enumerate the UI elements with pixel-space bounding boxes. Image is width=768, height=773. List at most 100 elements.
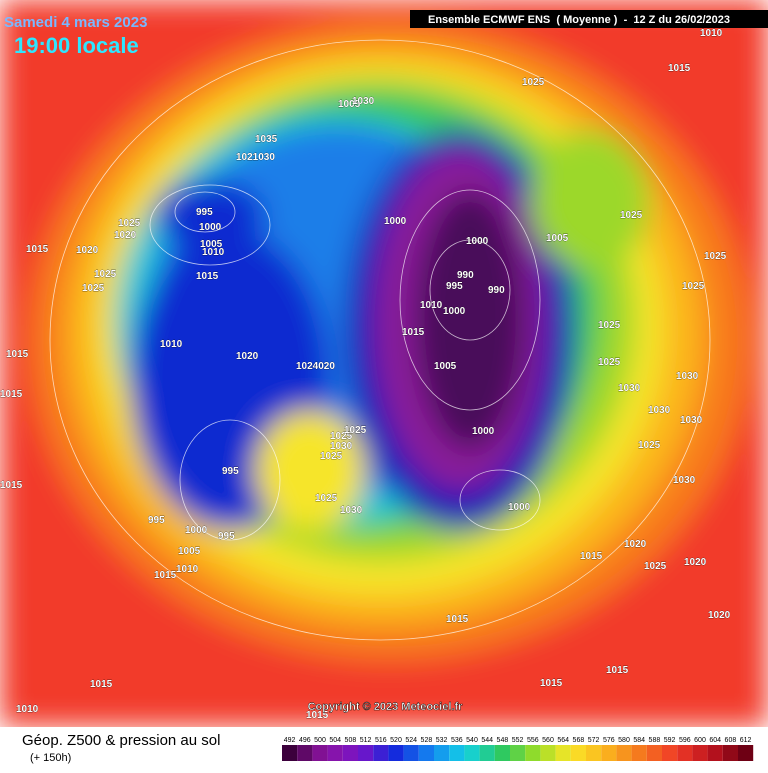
isobar-label: 1020: [708, 610, 731, 621]
isobar-label: 1035: [255, 134, 278, 145]
scale-swatch: [631, 745, 647, 761]
scale-label: 596: [679, 737, 691, 744]
isobar-label: 1010: [176, 564, 199, 575]
isobar-label: 1015: [540, 678, 563, 689]
isobar-label: 1025: [344, 425, 367, 436]
scale-swatch: [646, 745, 662, 761]
scale-label: 516: [375, 737, 387, 744]
scale-label: 528: [421, 737, 433, 744]
isobar-label: 1030: [340, 505, 363, 516]
isobar-label: 1010: [202, 247, 225, 258]
time: 19:00 locale: [14, 33, 139, 58]
scale-swatch: [342, 745, 358, 761]
scale-label: 588: [649, 737, 661, 744]
model: Ensemble ECMWF ENS ( Moyenne ) - 12 Z du…: [428, 14, 730, 26]
isobar-label: 1025: [598, 320, 621, 331]
isobar-label: 1025: [94, 269, 117, 280]
scale-label: 492: [284, 737, 296, 744]
scale-label: 548: [497, 737, 509, 744]
scale-swatch: [616, 745, 632, 761]
scale-swatch: [722, 745, 738, 761]
isobar-label: 1000: [384, 216, 407, 227]
scale-swatch: [418, 745, 434, 761]
isobar-label: 1025: [315, 493, 338, 504]
isobar-label: 1015: [606, 665, 629, 676]
scale-label: 496: [299, 737, 311, 744]
scale-label: 592: [664, 737, 676, 744]
isobar-label: 995: [148, 515, 165, 526]
model-box: [410, 10, 768, 28]
scale-label: 504: [329, 737, 341, 744]
isobar-label: 1000: [466, 236, 489, 247]
scale-label: 564: [557, 737, 569, 744]
isobar-label: 995: [222, 466, 239, 477]
isobar-label: 1010: [420, 300, 443, 311]
isobar-label: 1000: [443, 306, 466, 317]
isobar-label: 1030: [680, 415, 703, 426]
scale-label: 552: [512, 737, 524, 744]
isobar-label: 1015: [90, 679, 113, 690]
isobar-label: 1010: [16, 704, 39, 715]
isobar-lines: [49, 39, 711, 641]
isobar-label: 1015: [196, 271, 219, 282]
isobar-label: 1015: [306, 710, 329, 721]
isobar-label: 990: [488, 285, 505, 296]
scale-label: 560: [542, 737, 554, 744]
isobar-label: 1025: [638, 440, 661, 451]
scale-label: 540: [466, 737, 478, 744]
scale-swatch: [388, 745, 404, 761]
isobar-label: 1010: [700, 28, 723, 39]
isobar-label: 1015: [26, 244, 49, 255]
scale-swatch: [525, 745, 541, 761]
scale-label: 556: [527, 737, 539, 744]
isobar-label: 1000: [508, 502, 531, 513]
isobar-label: 1000: [185, 525, 208, 536]
isobar-label: 1010: [160, 339, 183, 350]
isobar-label: 1000: [199, 222, 222, 233]
scale-swatch: [586, 745, 602, 761]
isobar-label: 1015: [446, 614, 469, 625]
scale-label: 508: [345, 737, 357, 744]
isobar-label: 1000: [472, 426, 495, 437]
scale-label: 536: [451, 737, 463, 744]
isobar-label: 1015: [580, 551, 603, 562]
scale-swatch: [403, 745, 419, 761]
isobar-label: 1025: [118, 218, 141, 229]
isobar-labels: 1010101510251005103010351021030995100010…: [0, 28, 731, 721]
scale-swatch: [479, 745, 495, 761]
isobar-label: 1020: [236, 351, 259, 362]
scale-label: 568: [573, 737, 585, 744]
scale-label: 532: [436, 737, 448, 744]
scale-label: 608: [725, 737, 737, 744]
scale-swatch: [373, 745, 389, 761]
isobar-label: 1015: [0, 389, 23, 400]
scale-label: 544: [481, 737, 493, 744]
scale-label: 576: [603, 737, 615, 744]
scale-swatch: [434, 745, 450, 761]
scale-swatch: [464, 745, 480, 761]
scale-swatch: [707, 745, 723, 761]
isobar-label: 995: [446, 281, 463, 292]
isobar-label: 1030: [618, 383, 641, 394]
scale-swatch: [677, 745, 693, 761]
isobar-label: 1025: [522, 77, 545, 88]
scale-label: 572: [588, 737, 600, 744]
isobar-label: 1015: [6, 349, 29, 360]
scale-swatch: [570, 745, 586, 761]
footer-lead: (+ 150h): [30, 752, 71, 764]
isobar-label: 1005: [178, 546, 201, 557]
isobar-label: 1025: [598, 357, 621, 368]
scale-label: 512: [360, 737, 372, 744]
isobar-label: 1015: [154, 570, 177, 581]
isobar-label: 1025: [704, 251, 727, 262]
isobar-label: 1015: [0, 480, 23, 491]
isobar-label: 1020: [684, 557, 707, 568]
isobar-label: 1025: [82, 283, 105, 294]
isobar-label: 1030: [352, 96, 375, 107]
isobar-label: 1021030: [236, 152, 275, 163]
scale-swatch: [358, 745, 374, 761]
scale-swatch: [555, 745, 571, 761]
isobar-label: 1030: [330, 441, 353, 452]
isobar-label: 1005: [434, 361, 457, 372]
scale-label: 612: [740, 737, 752, 744]
